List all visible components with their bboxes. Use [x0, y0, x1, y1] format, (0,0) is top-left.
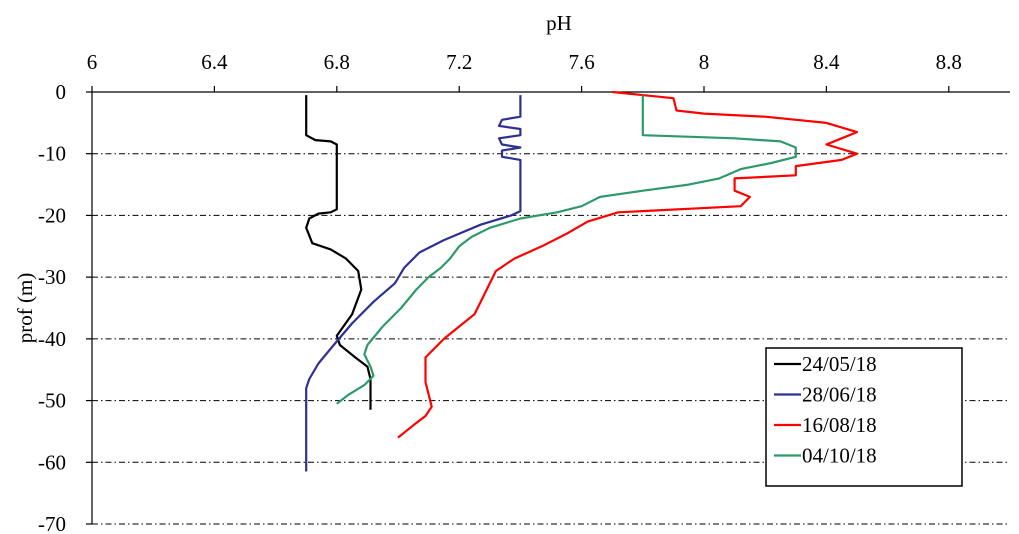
series-line-3	[397, 90, 859, 439]
x-tick-label: 7.6	[568, 50, 594, 74]
series-line-4	[336, 95, 797, 405]
legend-label: 16/08/18	[802, 413, 877, 437]
gridlines	[92, 153, 1010, 525]
x-tick-label: 8.8	[936, 50, 962, 74]
y-tick-label: -10	[38, 142, 66, 166]
y-tick-label: -40	[38, 327, 66, 351]
x-tick-label: 7.2	[446, 50, 472, 74]
y-tick-label: -60	[38, 450, 66, 474]
x-tick-label: 6.8	[324, 50, 350, 74]
x-tick-label: 6.4	[201, 50, 228, 74]
legend-box	[765, 347, 963, 487]
x-axis-title: pH	[546, 11, 572, 35]
legend-label: 24/05/18	[802, 352, 877, 376]
axes: 6 6.4 6.8 7.2 7.6 8 8.4 8.8 0 -10 -20 -30 -40 -50 -60 -…	[38, 50, 1010, 534]
data-series	[305, 90, 859, 472]
x-tick-label: 8.4	[813, 50, 840, 74]
series-line-2	[305, 95, 522, 472]
y-tick-label: -50	[38, 389, 66, 413]
y-tick-label: 0	[56, 80, 67, 104]
x-tick-label: 6	[87, 50, 98, 74]
legend-label: 04/10/18	[802, 444, 877, 468]
legend: 24/05/18 28/06/18 16/08/18 04/10/18	[765, 347, 963, 487]
series-line-1	[305, 95, 372, 410]
x-tick-label: 8	[699, 50, 710, 74]
legend-label: 28/06/18	[802, 383, 877, 407]
y-axis-title: prof (m)	[13, 273, 37, 344]
y-tick-label: -20	[38, 203, 66, 227]
y-tick-label: -30	[38, 265, 66, 289]
y-tick-label: -70	[38, 512, 66, 534]
